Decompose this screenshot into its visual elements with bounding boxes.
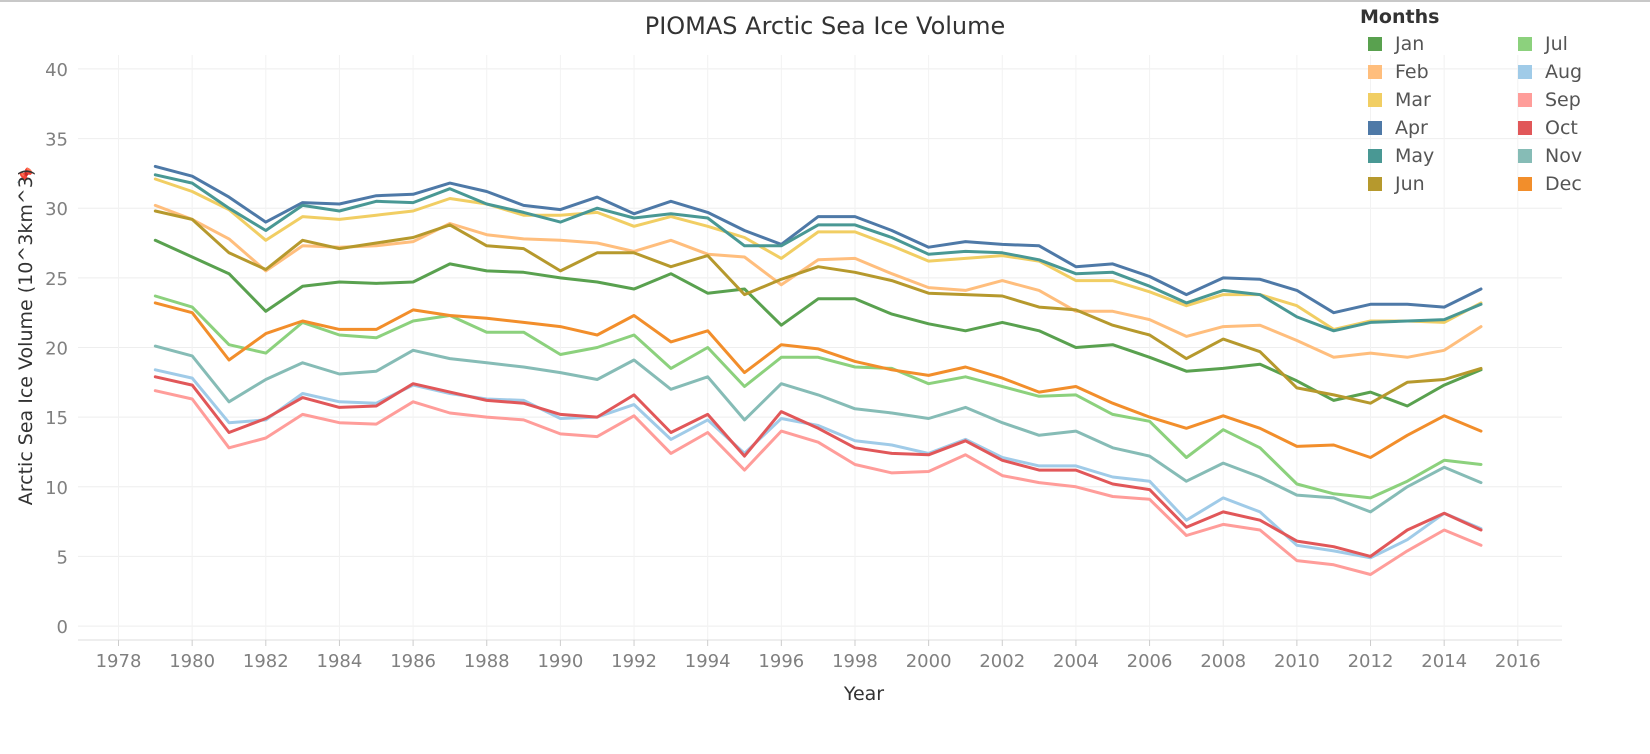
y-tick-label: 30 (45, 199, 68, 220)
y-tick-label: 20 (45, 339, 68, 360)
legend-item-dec[interactable]: Dec (1510, 171, 1630, 197)
legend-label: Jan (1395, 33, 1425, 55)
y-axis-title: Arctic Sea Ice Volume (10^3km^3) (15, 169, 37, 506)
series-line-may[interactable] (153, 173, 1483, 333)
legend-item-mar[interactable]: Mar (1360, 87, 1510, 113)
x-tick-label: 1978 (96, 651, 142, 672)
legend: Months Jan Jul Feb Aug Mar Sep Apr Oct May Nov Jun… (1360, 6, 1640, 197)
legend-item-apr[interactable]: Apr (1360, 115, 1510, 141)
series-line-jan[interactable] (153, 238, 1483, 408)
legend-label: Nov (1545, 145, 1583, 167)
legend-swatch (1368, 65, 1382, 79)
x-tick-label: 1994 (685, 651, 731, 672)
legend-title: Months (1360, 6, 1440, 28)
series-line-oct[interactable] (153, 375, 1483, 558)
legend-item-oct[interactable]: Oct (1510, 115, 1630, 141)
x-tick-label: 2016 (1495, 651, 1541, 672)
series-line-sep[interactable] (153, 389, 1483, 576)
y-tick-labels: 0 5 10 15 20 25 30 35 40 (45, 60, 68, 638)
legend-swatch (1518, 93, 1532, 107)
legend-label: Mar (1395, 89, 1431, 111)
legend-item-feb[interactable]: Feb (1360, 59, 1510, 85)
x-tick-label: 1982 (243, 651, 289, 672)
legend-swatch (1368, 37, 1382, 51)
y-tick-label: 35 (45, 130, 68, 151)
x-tick-label: 1996 (758, 651, 804, 672)
legend-item-aug[interactable]: Aug (1510, 59, 1630, 85)
legend-swatch (1368, 177, 1382, 191)
x-tick-label: 2008 (1200, 651, 1246, 672)
y-tick-label: 10 (45, 478, 68, 499)
legend-label: Feb (1395, 61, 1429, 83)
x-tick-labels: 1978 1980 1982 1984 1986 1988 1990 1992 1994 1996… (96, 640, 1541, 672)
legend-label: Jul (1545, 33, 1568, 55)
series-line-feb[interactable] (153, 203, 1483, 359)
legend-label: Oct (1545, 117, 1578, 139)
y-tick-label: 15 (45, 408, 68, 429)
x-tick-label: 1998 (832, 651, 878, 672)
legend-item-jun[interactable]: Jun (1360, 171, 1510, 197)
chart-title: PIOMAS Arctic Sea Ice Volume (644, 12, 1006, 40)
x-tick-label: 2002 (979, 651, 1025, 672)
x-tick-label: 2010 (1274, 651, 1320, 672)
series-line-nov[interactable] (153, 344, 1483, 514)
x-tick-label: 2012 (1348, 651, 1394, 672)
series-line-jun[interactable] (153, 209, 1483, 405)
legend-swatch (1518, 149, 1532, 163)
legend-swatch (1368, 121, 1382, 135)
series-line-aug[interactable] (153, 368, 1483, 560)
x-tick-label: 2000 (906, 651, 952, 672)
legend-swatch (1368, 93, 1382, 107)
y-tick-label: 25 (45, 269, 68, 290)
series-line-jul[interactable] (153, 294, 1483, 500)
x-tick-label: 1986 (390, 651, 436, 672)
legend-label: Aug (1545, 61, 1583, 83)
top-rule (0, 0, 1650, 2)
legend-items: Jan Jul Feb Aug Mar Sep Apr Oct May Nov Jun Dec (1360, 31, 1640, 197)
x-tick-label: 1984 (317, 651, 363, 672)
legend-item-jul[interactable]: Jul (1510, 31, 1630, 57)
legend-label: Jun (1395, 173, 1425, 195)
legend-swatch (1368, 149, 1382, 163)
legend-swatch (1518, 121, 1532, 135)
x-tick-label: 2004 (1053, 651, 1099, 672)
x-tick-label: 1992 (611, 651, 657, 672)
legend-swatch (1518, 177, 1532, 191)
y-tick-label: 40 (45, 60, 68, 81)
x-tick-label: 1988 (464, 651, 510, 672)
y-tick-label: 5 (57, 547, 68, 568)
legend-label: Sep (1545, 89, 1581, 111)
x-axis-title: Year (843, 683, 884, 705)
legend-label: Dec (1545, 173, 1582, 195)
legend-swatch (1518, 65, 1532, 79)
x-tick-label: 2006 (1127, 651, 1173, 672)
legend-item-sep[interactable]: Sep (1510, 87, 1630, 113)
x-tick-label: 1990 (537, 651, 583, 672)
legend-label: May (1395, 145, 1435, 167)
legend-swatch (1518, 37, 1532, 51)
series-line-apr[interactable] (153, 164, 1483, 315)
series-line-dec[interactable] (153, 301, 1483, 459)
x-tick-label: 1980 (169, 651, 215, 672)
legend-item-jan[interactable]: Jan (1360, 31, 1510, 57)
legend-item-may[interactable]: May (1360, 143, 1510, 169)
x-tick-label: 2014 (1421, 651, 1467, 672)
legend-label: Apr (1395, 117, 1428, 139)
pin-icon[interactable]: 📌 (16, 168, 34, 184)
y-tick-label: 0 (57, 617, 68, 638)
legend-item-nov[interactable]: Nov (1510, 143, 1630, 169)
series-lines (153, 164, 1483, 576)
